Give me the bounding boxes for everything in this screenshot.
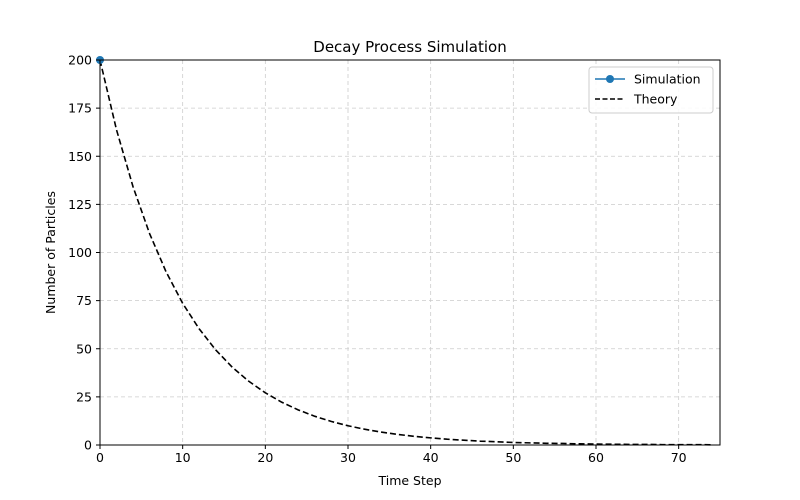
legend-simulation-marker — [606, 75, 614, 83]
x-axis: 0 10 20 30 40 50 60 70 — [96, 445, 687, 465]
x-tick-label: 20 — [257, 450, 273, 465]
y-tick-label: 175 — [68, 101, 92, 116]
series-theory-line — [99, 59, 712, 446]
legend-theory-label: Theory — [633, 92, 678, 107]
x-tick-label: 40 — [423, 450, 439, 465]
y-axis: 0 25 50 75 100 125 150 175 200 — [68, 53, 100, 453]
x-tick-label: 30 — [340, 450, 356, 465]
y-tick-label: 200 — [68, 53, 92, 68]
x-tick-label: 0 — [96, 450, 104, 465]
y-tick-label: 0 — [84, 438, 92, 453]
y-tick-label: 75 — [76, 293, 92, 308]
x-tick-label: 60 — [588, 450, 604, 465]
x-tick-label: 10 — [175, 450, 191, 465]
y-tick-label: 25 — [76, 389, 92, 404]
legend-simulation-label: Simulation — [634, 72, 701, 87]
y-tick-label: 150 — [68, 149, 92, 164]
x-tick-label: 50 — [505, 450, 521, 465]
x-axis-label: Time Step — [377, 473, 441, 488]
legend: Simulation Theory — [588, 66, 714, 114]
y-axis-label: Number of Particles — [43, 191, 58, 314]
y-tick-label: 100 — [68, 245, 92, 260]
y-tick-label: 125 — [68, 197, 92, 212]
y-tick-label: 50 — [76, 341, 92, 356]
chart-title: Decay Process Simulation — [313, 38, 506, 56]
x-tick-label: 70 — [671, 450, 687, 465]
